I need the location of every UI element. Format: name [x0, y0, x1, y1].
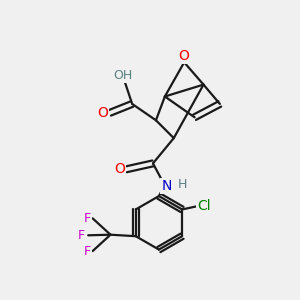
Text: H: H [178, 178, 188, 191]
Text: Cl: Cl [198, 200, 211, 214]
Text: O: O [179, 49, 190, 63]
Text: F: F [78, 229, 85, 242]
Text: F: F [84, 244, 91, 258]
Text: F: F [84, 212, 91, 225]
Text: OH: OH [114, 69, 133, 82]
Text: O: O [114, 162, 125, 176]
Text: N: N [161, 179, 172, 193]
Text: O: O [97, 106, 108, 120]
